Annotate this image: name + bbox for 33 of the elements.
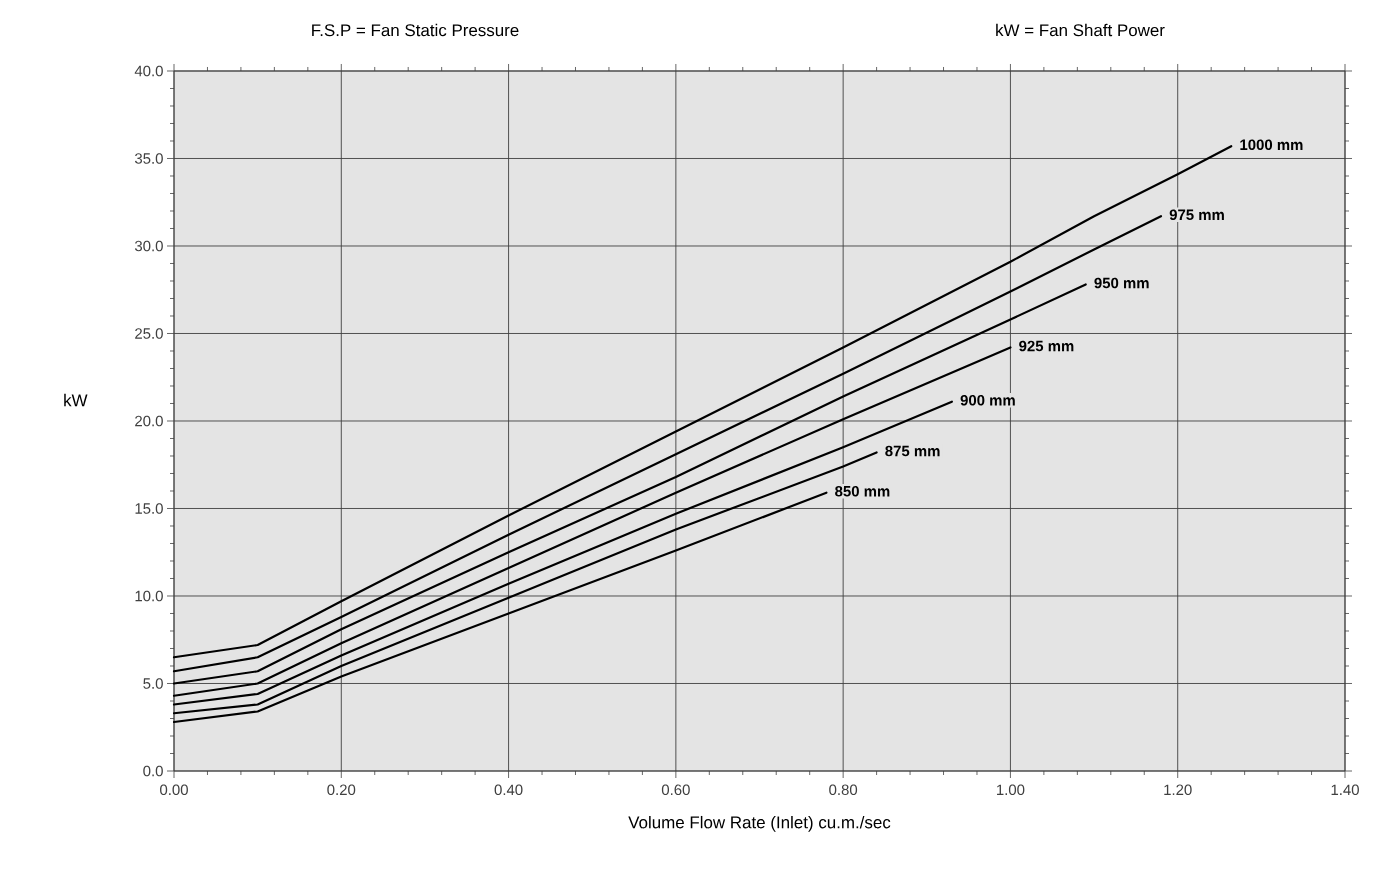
line-series [172,283,1087,685]
series-label: 950 mm [1094,277,1149,289]
y-tick-label: 5.0 [143,678,163,689]
x-tick-label: 0.20 [327,784,356,796]
x-tick-label: 0.00 [160,784,188,796]
series-label: 1000 mm [1240,139,1303,151]
series-label: 900 mm [960,394,1015,406]
text: kW = Fan Shaft Power [996,23,1165,37]
x-tick-label: 0.40 [494,784,523,796]
series-label: 975 mm [1169,209,1224,221]
y-tick-label: 15.0 [135,503,163,514]
series-label: 925 mm [1019,340,1074,352]
line-series [172,215,1163,673]
y-tick-label: 30.0 [134,240,163,252]
x-tick-label: 1.20 [1164,784,1192,796]
series-label: 850 mm [835,485,890,497]
y-tick-label: 10.0 [135,590,163,602]
line-series [172,145,1233,659]
x-axis-title: Volume Flow Rate (Inlet) cu.m./sec [628,815,891,832]
y-tick-label: 40.0 [134,65,163,77]
line-series [172,400,953,706]
x-tick-label: 0.60 [661,784,690,796]
x-tick-label: 1.00 [997,784,1025,796]
line-series [172,491,828,724]
y-tick-label: 35.0 [134,153,163,164]
y-tick-label: 0.0 [143,765,163,777]
y-axis-title: kW [64,393,88,407]
series-label: 875 mm [885,445,940,457]
x-tick-label: 0.80 [829,784,858,796]
y-tick-label: 25.0 [135,328,163,339]
text: F.S.P = Fan Static Pressure [312,23,519,37]
y-tick-label: 20.0 [135,415,163,427]
x-tick-label: 1.40 [1331,784,1359,796]
